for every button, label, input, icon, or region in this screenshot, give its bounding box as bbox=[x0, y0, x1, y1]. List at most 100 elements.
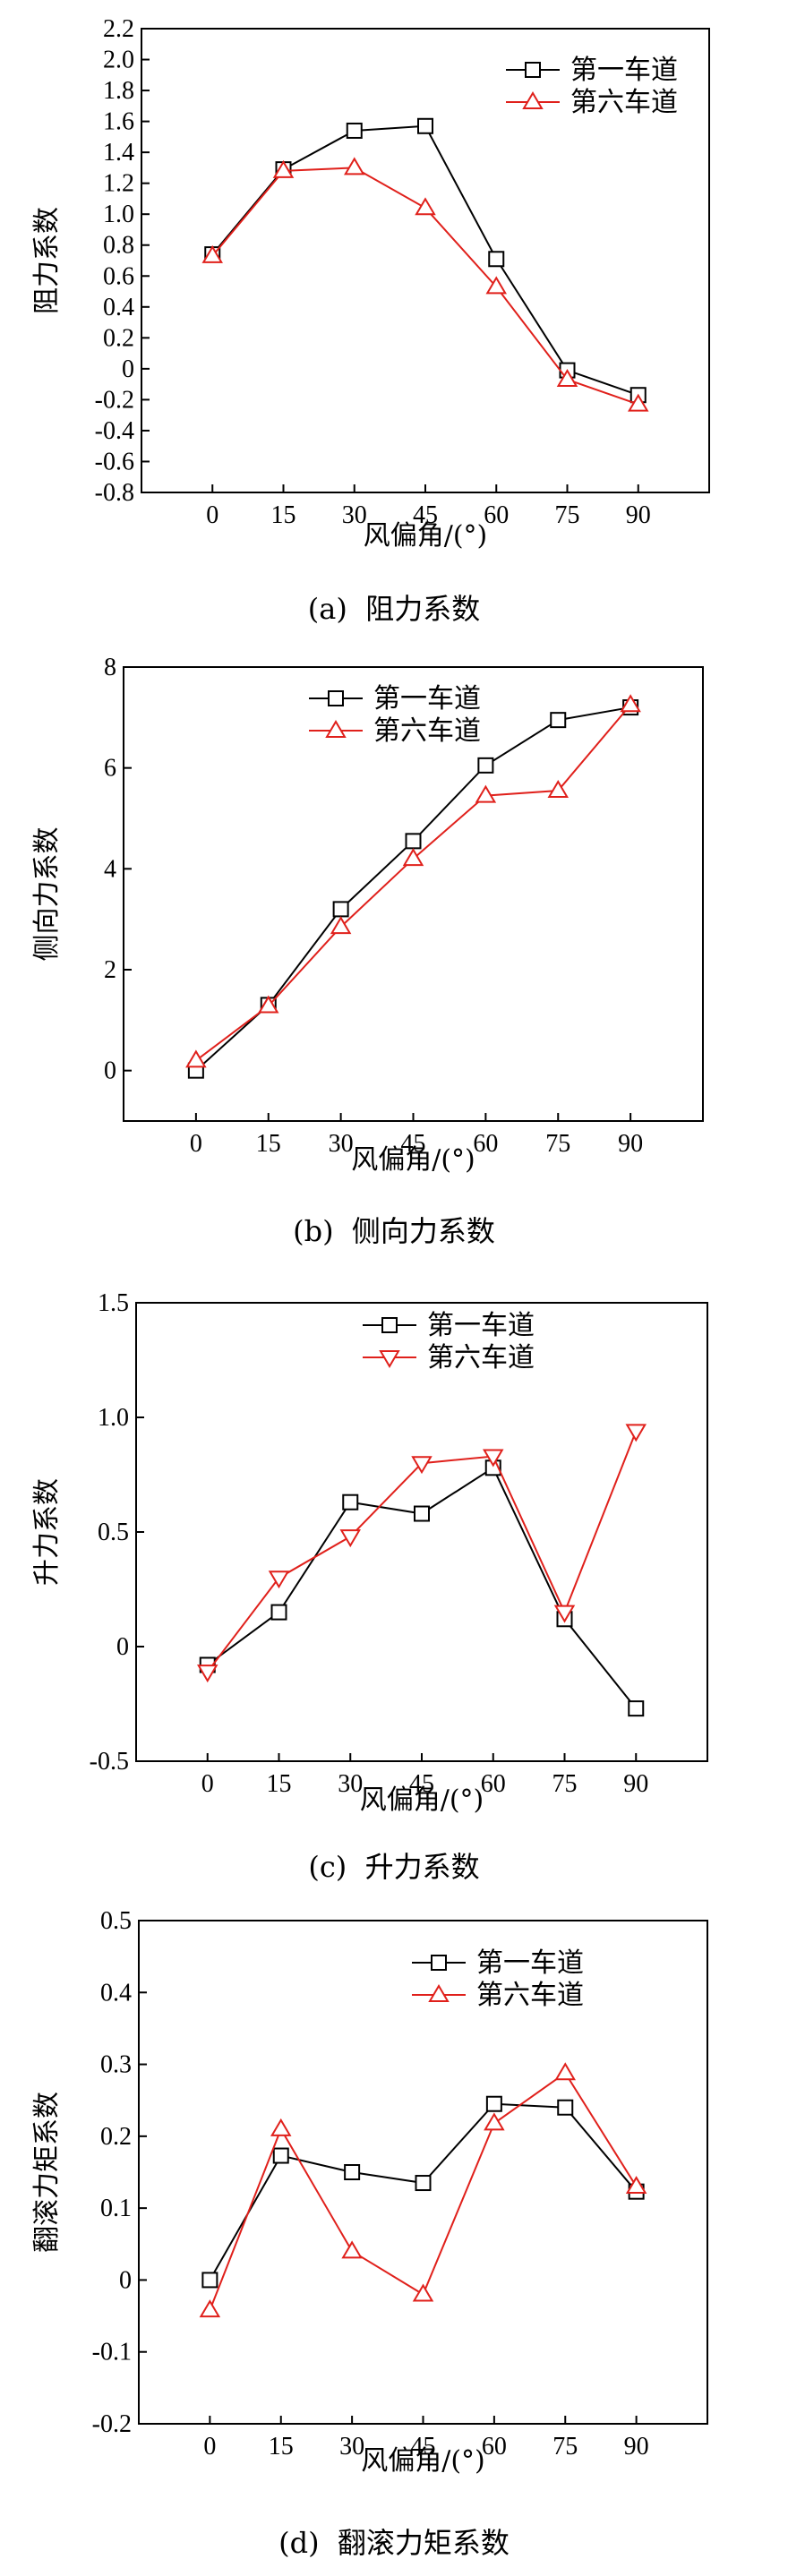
x-axis-title: 风偏角/(°) bbox=[360, 1784, 484, 1816]
y-tick-label: 0 bbox=[122, 355, 134, 383]
data-point-2 bbox=[625, 2176, 647, 2195]
x-tick-label: 75 bbox=[552, 2433, 578, 2460]
caption-title: 翻滚力矩系数 bbox=[337, 2526, 510, 2560]
x-tick-label: 45 bbox=[411, 2433, 436, 2460]
rolling-moment-coefficient-chart: 0 15 30 45 60 75 90 -0.2 -0.1 0 0.1 0.2 0.3 0.4 0.5 风偏角… bbox=[31, 1907, 708, 2477]
x-tick-label: 45 bbox=[401, 1130, 426, 1158]
legend-marker bbox=[431, 1955, 447, 1971]
caption-title: 侧向力系数 bbox=[351, 1214, 495, 1248]
data-point-2 bbox=[199, 2299, 221, 2318]
data-point-2 bbox=[330, 916, 352, 935]
x-tick-label: 15 bbox=[256, 1130, 281, 1158]
y-axis-title: 阻力系数 bbox=[31, 207, 63, 314]
legend-label: 第六车道 bbox=[427, 1342, 535, 1374]
y-tick-label: 2.2 bbox=[103, 15, 134, 43]
x-tick-label: 0 bbox=[201, 1770, 214, 1798]
lift-coefficient-chart: 0 15 30 45 60 75 90 -0.5 0 0.5 1.0 1.5 风偏角/(°) 升力系数 第一… bbox=[31, 1289, 708, 1816]
caption-label: (d) bbox=[278, 2526, 320, 2560]
x-tick-label: 0 bbox=[190, 1130, 202, 1158]
data-point-1 bbox=[550, 712, 567, 729]
data-point-1 bbox=[417, 117, 433, 134]
legend-marker bbox=[525, 62, 541, 78]
chart-panel-lateral: 0 15 30 45 60 75 90 0 2 4 6 8 风偏角/(°) 侧向力系数 第一车道 第六车道 (… bbox=[0, 645, 788, 1289]
x-tick-label: 75 bbox=[552, 1770, 578, 1798]
chart-panel-drag: 0 15 30 45 60 75 90 -0.8 -0.6 -0.4 -0.2 0 0.2 0.4 0.6 0… bbox=[0, 0, 788, 645]
y-tick-label: 1.6 bbox=[103, 108, 134, 136]
y-tick-label: 0.6 bbox=[103, 262, 134, 290]
x-tick-label: 60 bbox=[473, 1130, 498, 1158]
x-tick-label: 60 bbox=[484, 501, 509, 529]
legend-label: 第六车道 bbox=[373, 715, 481, 747]
data-point-2 bbox=[411, 1456, 433, 1475]
data-point-1 bbox=[557, 2099, 574, 2116]
caption-label: (b) bbox=[293, 1214, 334, 1248]
x-tick-label: 30 bbox=[339, 2433, 364, 2460]
data-point-2 bbox=[272, 159, 295, 178]
x-tick-label: 75 bbox=[545, 1130, 570, 1158]
chart-caption: (b) 侧向力系数 bbox=[0, 1209, 788, 1250]
data-point-1 bbox=[342, 1493, 359, 1511]
y-tick-label: -0.1 bbox=[92, 2339, 132, 2366]
y-tick-label: -0.5 bbox=[90, 1748, 129, 1776]
y-tick-label: 6 bbox=[104, 755, 116, 783]
y-tick-label: 0 bbox=[104, 1057, 116, 1085]
y-tick-label: 0.2 bbox=[103, 324, 134, 352]
data-point-2 bbox=[341, 2240, 363, 2259]
plot-frame bbox=[135, 1302, 708, 1762]
data-point-2 bbox=[344, 157, 365, 175]
series-line-1 bbox=[195, 706, 631, 1072]
x-tick-label: 90 bbox=[623, 1770, 648, 1798]
x-tick-label: 0 bbox=[203, 2433, 216, 2460]
x-tick-label: 60 bbox=[481, 1770, 506, 1798]
x-tick-label: 60 bbox=[482, 2433, 507, 2460]
series-line-1 bbox=[209, 2102, 638, 2281]
data-point-1 bbox=[201, 2272, 218, 2289]
y-tick-label: 0 bbox=[119, 2266, 132, 2294]
x-tick-label: 75 bbox=[555, 501, 580, 529]
data-point-1 bbox=[346, 122, 363, 139]
data-point-2 bbox=[185, 1049, 207, 1068]
x-tick-label: 30 bbox=[342, 501, 367, 529]
y-tick-label: 1.4 bbox=[103, 139, 134, 167]
caption-label: (a) bbox=[307, 592, 347, 626]
y-tick-label: 0.5 bbox=[98, 1519, 129, 1546]
data-point-2 bbox=[339, 1529, 361, 1548]
y-tick-label: 1.0 bbox=[103, 201, 134, 228]
x-tick-label: 90 bbox=[618, 1130, 643, 1158]
y-axis-title: 翻滚力矩系数 bbox=[31, 2092, 63, 2253]
y-tick-label: -0.2 bbox=[95, 386, 134, 414]
y-tick-label: 8 bbox=[104, 654, 116, 681]
data-point-1 bbox=[270, 1604, 287, 1621]
chart-caption: (c) 升力系数 bbox=[0, 1844, 788, 1886]
y-tick-label: -0.4 bbox=[95, 417, 134, 445]
y-tick-label: 1.2 bbox=[103, 170, 134, 198]
y-tick-label: 0.8 bbox=[103, 232, 134, 260]
caption-title: 升力系数 bbox=[364, 1850, 480, 1884]
y-axis-title: 升力系数 bbox=[31, 1478, 63, 1586]
data-point-2 bbox=[547, 780, 569, 799]
data-point-2 bbox=[270, 2118, 292, 2136]
legend-label: 第六车道 bbox=[476, 1980, 584, 2011]
data-point-2 bbox=[484, 2112, 505, 2131]
y-tick-label: 0 bbox=[116, 1633, 129, 1661]
data-point-2 bbox=[628, 393, 649, 412]
x-tick-label: 30 bbox=[329, 1130, 354, 1158]
data-point-2 bbox=[415, 197, 436, 216]
chart-panel-lift: 0 15 30 45 60 75 90 -0.5 0 0.5 1.0 1.5 风偏角/(°) 升力系数 第一… bbox=[0, 1271, 788, 1916]
y-tick-label: -0.8 bbox=[95, 479, 134, 507]
legend-label: 第一车道 bbox=[373, 683, 481, 715]
data-point-2 bbox=[553, 1605, 576, 1623]
legend-marker bbox=[522, 91, 544, 109]
legend-marker bbox=[328, 690, 344, 706]
y-axis-title: 侧向力系数 bbox=[31, 827, 63, 962]
y-tick-label: 0.5 bbox=[100, 1907, 132, 1935]
y-tick-label: 2 bbox=[104, 956, 116, 984]
data-point-1 bbox=[344, 2164, 361, 2180]
x-axis-title: 风偏角/(°) bbox=[351, 1144, 475, 1176]
y-tick-label: 2.0 bbox=[103, 47, 134, 74]
data-point-2 bbox=[483, 1449, 504, 1468]
data-point-2 bbox=[412, 2283, 434, 2302]
y-tick-label: 4 bbox=[104, 855, 116, 883]
x-tick-label: 15 bbox=[269, 2433, 294, 2460]
